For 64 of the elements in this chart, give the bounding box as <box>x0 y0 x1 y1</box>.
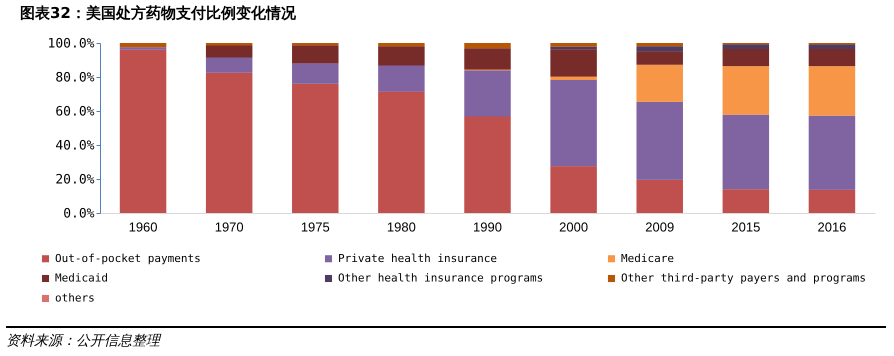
bar <box>722 189 770 213</box>
legend-label: Out-of-pocket payments <box>55 252 201 265</box>
x-tick-label: 1970 <box>214 220 244 234</box>
bar <box>464 70 511 116</box>
bar <box>120 47 166 50</box>
bar <box>636 43 683 46</box>
bar <box>722 66 770 115</box>
bar <box>636 51 683 65</box>
bar <box>120 50 166 213</box>
bar <box>378 65 425 92</box>
x-tick-label: 1980 <box>386 220 416 234</box>
bar <box>550 80 597 166</box>
legend-label: Other third-party payers and programs <box>621 272 866 284</box>
y-tick-label: 0.0% <box>63 206 95 222</box>
legend-label: Other health insurance programs <box>338 272 544 284</box>
bar <box>550 49 597 77</box>
bar <box>206 72 252 213</box>
legend-label: Private health insurance <box>338 252 497 265</box>
bar <box>206 43 252 46</box>
chart-title: 图表32：美国处方药物支付比例变化情况 <box>20 4 297 22</box>
bar <box>378 43 425 46</box>
bar <box>464 116 511 213</box>
bar <box>636 102 683 180</box>
y-tick-label: 100.0% <box>48 36 95 52</box>
bar <box>378 92 425 213</box>
bar <box>808 44 856 49</box>
bar <box>636 64 683 102</box>
bar <box>636 180 683 213</box>
bar <box>722 114 770 190</box>
bar <box>808 116 856 190</box>
legend-label: Medicare <box>621 252 674 265</box>
legend-label: Medicaid <box>55 272 108 284</box>
bar <box>808 48 856 66</box>
x-tick-label: 1975 <box>300 220 330 234</box>
bar <box>636 46 683 52</box>
x-tick-label: 1960 <box>128 220 158 234</box>
bar <box>722 44 770 49</box>
bar <box>550 43 597 47</box>
bar <box>292 84 339 213</box>
x-tick-label: 2015 <box>731 220 760 234</box>
bar <box>206 46 252 58</box>
x-tick-label: 1990 <box>473 220 502 234</box>
x-tick-label: 2000 <box>559 220 588 234</box>
bar <box>292 45 339 64</box>
bar <box>808 66 856 116</box>
bar <box>550 46 597 50</box>
y-tick-label: 60.0% <box>55 104 95 120</box>
legend-label: others <box>55 292 95 304</box>
bar <box>550 166 597 213</box>
bar <box>378 46 425 66</box>
bar <box>206 57 252 73</box>
bar <box>292 63 339 84</box>
bar <box>464 48 511 70</box>
text: 资料来源：公开信息整理 <box>6 332 162 350</box>
x-tick-label: 2009 <box>645 220 674 234</box>
y-tick-label: 20.0% <box>55 172 95 188</box>
bar <box>722 48 770 66</box>
bar <box>120 43 166 48</box>
bar <box>464 43 511 48</box>
y-tick-label: 40.0% <box>55 138 95 154</box>
y-tick-label: 80.0% <box>55 70 95 86</box>
bar <box>550 76 597 80</box>
x-tick-label: 2016 <box>817 220 846 234</box>
bar <box>808 190 856 213</box>
